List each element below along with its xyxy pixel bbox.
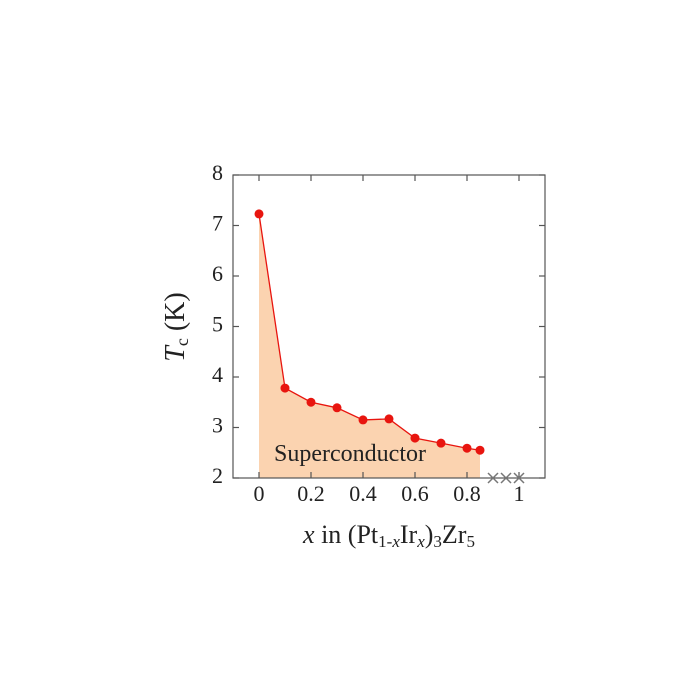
label-part: x — [302, 520, 315, 549]
point — [306, 397, 316, 407]
y-tick-label: 7 — [212, 211, 223, 236]
point — [436, 438, 446, 448]
area — [259, 213, 480, 478]
y-tick-label: 5 — [212, 312, 223, 337]
label-part: x — [391, 532, 400, 551]
x-axis-label: x in (Pt1-xIrx)3Zr5 — [302, 520, 475, 551]
cross-marker — [513, 472, 525, 484]
x-tick-label: 0.4 — [349, 481, 377, 506]
point — [462, 443, 472, 453]
label-part: 5 — [466, 532, 475, 551]
point — [254, 209, 264, 219]
y-tick-label: 8 — [212, 160, 223, 185]
label-part: in (Pt — [315, 520, 379, 549]
x-tick-label: 0 — [254, 481, 265, 506]
label-part: T — [160, 344, 191, 362]
point — [475, 445, 485, 455]
label-part: Ir — [400, 520, 418, 549]
point — [358, 415, 368, 425]
point — [384, 414, 394, 424]
y-tick-label: 3 — [212, 413, 223, 438]
point — [280, 383, 290, 393]
y-tick-label: 2 — [212, 463, 223, 488]
label-part: 1- — [378, 532, 393, 551]
x-tick-label: 0.2 — [297, 481, 325, 506]
label-part: x — [416, 532, 425, 551]
label-part: ) — [425, 520, 434, 549]
cross-marker — [487, 472, 499, 484]
label-part: c — [172, 338, 192, 346]
label-part: Zr — [442, 520, 467, 549]
y-tick-label: 4 — [212, 362, 223, 387]
x-tick-label: 0.6 — [401, 481, 429, 506]
x-tick-label: 0.8 — [453, 481, 481, 506]
label-part: (K) — [160, 292, 191, 338]
y-axis-label: Tc (K) — [160, 292, 192, 361]
annotation: Superconductor — [274, 441, 426, 467]
label-part: 3 — [433, 532, 442, 551]
point — [410, 433, 420, 443]
y-tick-label: 6 — [212, 261, 223, 286]
line — [258, 213, 481, 451]
point — [332, 403, 342, 413]
x-tick-label: 1 — [514, 481, 525, 506]
cross-marker — [500, 472, 512, 484]
